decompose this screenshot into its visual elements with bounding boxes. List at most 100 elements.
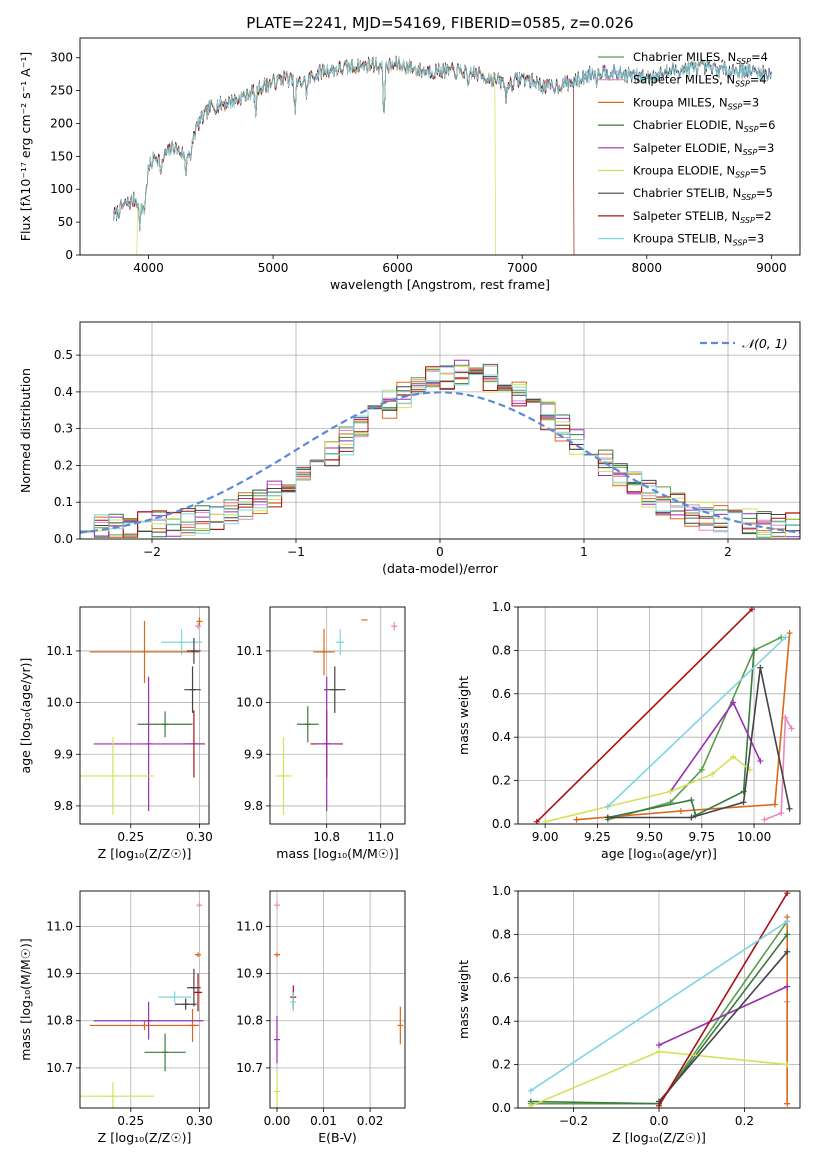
tick-label-y: 10.9 xyxy=(236,967,263,981)
weight-marker xyxy=(782,714,789,721)
tick-label-x: 0 xyxy=(436,545,444,559)
tick-label-y: 9.9 xyxy=(54,747,73,761)
tick-label-x: 2 xyxy=(724,545,732,559)
weight-line-salpeter-miles xyxy=(764,714,793,821)
tick-label-x: 5000 xyxy=(258,261,289,275)
weight-marker xyxy=(788,725,795,732)
weight-marker xyxy=(782,634,789,641)
tick-label-y: 10.0 xyxy=(46,696,73,710)
axis-label-y: Flux [fλ10⁻¹⁷ erg cm⁻² s⁻¹ A⁻¹] xyxy=(18,52,33,241)
tick-label-y: 1.0 xyxy=(492,884,511,898)
weight-marker xyxy=(786,630,793,637)
weight-marker xyxy=(667,788,674,795)
legend-count: =4 xyxy=(751,50,768,64)
tick-label-y: 0 xyxy=(65,248,73,262)
weight-marker xyxy=(784,931,791,938)
legend-sub: SSP xyxy=(735,80,750,89)
tick-label-y: 0.4 xyxy=(54,385,73,399)
weight-line-kroupa-stelib xyxy=(530,920,788,1092)
histogram-kroupa-stelib xyxy=(80,366,800,535)
tick-label-x: 9.00 xyxy=(532,830,559,844)
tick-label-x: 9000 xyxy=(756,261,787,275)
panel-mass-vs-Z: 0.25 0.30 10.7 10.8 10.9 11.0 Z [log₁₀(Z/Z☉)] m… xyxy=(18,890,213,1145)
weight-marker xyxy=(771,801,778,808)
weight-marker xyxy=(784,1100,791,1107)
axis-label-x: mass [log₁₀(M/M☉)] xyxy=(276,846,398,861)
tick-label-y: 0.0 xyxy=(492,1101,511,1115)
legend-sub: SSP xyxy=(735,171,750,180)
weight-marker xyxy=(751,647,758,654)
tick-label-y: 10.8 xyxy=(236,1014,263,1028)
tick-label-x: 0.0 xyxy=(649,1114,668,1128)
legend-entry: Chabrier STELIB, NSSP=5 xyxy=(633,186,773,202)
weight-line-chabrier-stelib xyxy=(607,667,791,819)
axis-label-x: age [log₁₀(age/yr)] xyxy=(601,846,717,861)
weight-marker xyxy=(757,758,764,765)
legend-sub: SSP xyxy=(744,125,759,134)
axes-frame xyxy=(517,890,801,1109)
axes-frame xyxy=(517,606,801,825)
tick-label-x: 7000 xyxy=(507,261,538,275)
weight-marker xyxy=(786,805,793,812)
weight-marker xyxy=(527,1087,534,1094)
axis-label-y: age [log₁₀(age/yr)] xyxy=(18,658,33,774)
panel-weight-vs-Z: −0.2 0.0 0.2 0.0 0.2 0.4 0.6 0.8 1.0 Z [log₁₀(Z/Z… xyxy=(456,884,801,1145)
legend-name: Chabrier STELIB, N xyxy=(633,186,741,200)
tick-label-y: 0.4 xyxy=(492,730,511,744)
legend-name: Chabrier MILES, N xyxy=(633,50,736,64)
normal-legend: 𝒩(0, 1) xyxy=(700,336,788,351)
legend-count: =6 xyxy=(759,118,776,132)
tick-label-y: 300 xyxy=(50,51,73,65)
plot-area-residuals xyxy=(80,359,800,538)
weight-marker xyxy=(784,1061,791,1068)
tick-label-x: 4000 xyxy=(133,261,164,275)
weight-marker xyxy=(761,816,768,823)
weight-line-kroupa-stelib xyxy=(607,636,786,808)
axis-label-x: (data-model)/error xyxy=(382,561,499,576)
panel-weight-vs-age: 9.00 9.25 9.50 9.75 10.00 0.0 0.2 0.4 0.6 0.8 1.0 a… xyxy=(456,600,801,861)
tick-label-y: 0.3 xyxy=(54,422,73,436)
axis-label-x: E(B-V) xyxy=(318,1130,357,1145)
legend-entry: Chabrier ELODIE, NSSP=6 xyxy=(633,118,775,134)
weight-marker xyxy=(784,983,791,990)
weight-marker xyxy=(784,948,791,955)
weight-marker xyxy=(604,814,611,821)
legend-name: Kroupa ELODIE, N xyxy=(633,164,735,178)
panel-spectrum: 4000 5000 6000 7000 8000 9000 0 50 100 150 200 250 3… xyxy=(18,37,801,292)
legend-name: Salpeter ELODIE, N xyxy=(633,141,743,155)
weight-marker xyxy=(730,699,737,706)
legend-name: Kroupa STELIB, N xyxy=(633,232,733,246)
axis-label-y: Normed distribution xyxy=(18,368,33,493)
weight-marker xyxy=(656,1048,662,1055)
weight-marker xyxy=(709,771,716,778)
legend-entry: Salpeter STELIB, NSSP=2 xyxy=(633,209,772,225)
tick-label-x: 1 xyxy=(580,545,588,559)
axes-frame xyxy=(79,321,801,540)
axes-frame xyxy=(79,890,210,1109)
panel-age-vs-mass: 10.8 11.0 9.8 9.9 10.0 10.1 mass [log₁₀(M/M☉)] xyxy=(236,606,406,861)
legend-count: =4 xyxy=(750,73,767,87)
tick-label-y: 10.1 xyxy=(236,644,263,658)
tick-label-x: 10.8 xyxy=(313,830,340,844)
legend-count: =3 xyxy=(757,141,774,155)
plot-area-age-vs-mass xyxy=(275,619,398,815)
tick-label-y: 0.8 xyxy=(492,927,511,941)
plot-area-spectrum xyxy=(113,55,772,255)
legend-sub: SSP xyxy=(733,239,748,248)
axis-label-x: Z [log₁₀(Z/Z☉)] xyxy=(612,1130,706,1145)
weight-marker xyxy=(778,810,785,817)
tick-label-x: 11.0 xyxy=(367,830,394,844)
normal-curve xyxy=(80,391,800,534)
tick-label-y: 10.0 xyxy=(236,696,263,710)
panel-mass-vs-ebv: 0.00 0.01 0.02 10.7 10.8 10.9 11.0 E(B-V) xyxy=(236,890,406,1145)
tick-label-y: 0.0 xyxy=(492,817,511,831)
legend-entry: Kroupa STELIB, NSSP=3 xyxy=(633,232,764,248)
legend-sub: SSP xyxy=(740,216,755,225)
weight-line-kroupa-miles xyxy=(576,632,791,821)
axes-frame xyxy=(269,890,406,1109)
legend-count: =2 xyxy=(755,209,772,223)
tick-label-x: 10.00 xyxy=(737,830,771,844)
tick-label-y: 10.7 xyxy=(236,1061,263,1075)
tick-label-x: 9.50 xyxy=(636,830,663,844)
plot-area-mass-vs-Z xyxy=(80,902,204,1108)
